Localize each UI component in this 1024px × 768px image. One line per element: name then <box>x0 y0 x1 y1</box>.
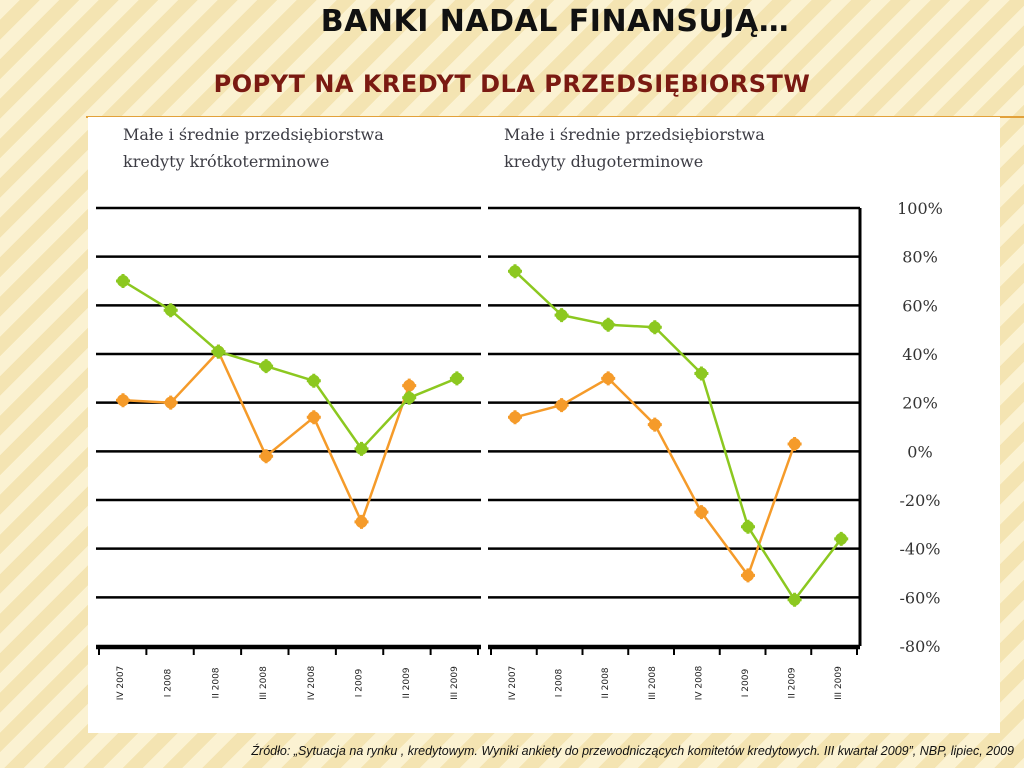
charts-svg: 100% 80% 60% 40% 20% 0% -20% -40% -60% -80% Małe i… <box>96 125 943 701</box>
slide-title: BANKI NADAL FINANSUJĄ… <box>320 4 790 39</box>
x-tick-label: IV 2007 <box>116 666 126 701</box>
y-tick-label: 40% <box>902 345 938 364</box>
data-point-cross <box>354 514 369 529</box>
slide-subtitle: POPYT NA KREDYT DLA PRZEDSIĘBIORSTW <box>213 70 811 98</box>
data-point-cross <box>259 449 274 464</box>
data-point-cross <box>306 410 321 425</box>
x-tick-label: III 2008 <box>648 666 658 700</box>
data-point-cross <box>508 410 522 425</box>
y-tick-label: 80% <box>902 248 938 267</box>
data-point-cross <box>787 592 802 607</box>
x-tick-label: III 2008 <box>259 666 269 700</box>
data-point-cross <box>601 317 616 332</box>
x-tick-label: IV 2008 <box>694 665 704 700</box>
x-tick-label: IV 2007 <box>508 666 518 701</box>
y-tick-label: 60% <box>902 296 938 315</box>
data-point-cross <box>163 395 178 410</box>
y-tick-label: 20% <box>902 394 938 413</box>
y-tick-label: -20% <box>900 491 941 510</box>
series-line <box>122 279 458 451</box>
x-tick-label: II 2008 <box>601 667 611 698</box>
x-tick-label: II 2008 <box>211 667 221 698</box>
data-point-cross <box>601 371 616 386</box>
data-point-cross <box>306 373 321 388</box>
data-point-cross <box>449 371 464 386</box>
data-point-cross <box>163 303 178 318</box>
source-note: Źródło: „Sytuacja na rynku , kredytowym.… <box>251 744 1014 758</box>
data-point-cross <box>554 398 569 413</box>
y-tick-label: -40% <box>900 540 941 559</box>
data-point-cross <box>354 441 369 456</box>
x-tick-label: I 2009 <box>355 669 365 698</box>
data-point-cross <box>508 264 522 279</box>
data-point-cross <box>211 344 226 359</box>
series-line <box>514 270 843 602</box>
data-point-cross <box>694 505 709 520</box>
chart-title-line: kredyty długoterminowe <box>504 152 703 171</box>
x-tick-label: IV 2008 <box>307 665 317 700</box>
data-point-cross <box>259 359 274 374</box>
data-point-cross <box>402 390 417 405</box>
data-point-cross <box>741 519 755 534</box>
y-tick-label: 0% <box>907 442 932 461</box>
data-point-cross <box>647 320 662 335</box>
chart-title-line: Małe i średnie przedsiębiorstwa <box>123 125 384 144</box>
data-point-cross <box>647 417 662 432</box>
chart-card: 100% 80% 60% 40% 20% 0% -20% -40% -60% -80% Małe i… <box>88 117 1000 733</box>
y-tick-label: -80% <box>900 637 941 656</box>
data-point-cross <box>402 378 417 393</box>
data-point-cross <box>741 568 755 583</box>
data-point-cross <box>787 437 802 452</box>
y-tick-label: 100% <box>897 199 943 218</box>
series-line <box>122 350 411 524</box>
x-tick-label: III 2009 <box>450 666 460 700</box>
x-tick-label: I 2008 <box>555 669 565 698</box>
x-tick-label: III 2009 <box>834 666 844 700</box>
data-point-cross <box>116 393 130 408</box>
data-point-cross <box>694 366 709 381</box>
x-tick-label: I 2008 <box>164 669 174 698</box>
x-tick-label: II 2009 <box>402 667 412 698</box>
x-tick-label: II 2009 <box>788 667 798 698</box>
data-point-cross <box>116 274 130 288</box>
chart-title-line: kredyty krótkoterminowe <box>123 152 329 171</box>
data-point-cross <box>554 308 569 323</box>
y-tick-label: -60% <box>900 588 941 607</box>
data-point-cross <box>834 531 849 546</box>
x-tick-label: I 2009 <box>741 669 751 698</box>
chart-title-line: Małe i średnie przedsiębiorstwa <box>504 125 765 144</box>
